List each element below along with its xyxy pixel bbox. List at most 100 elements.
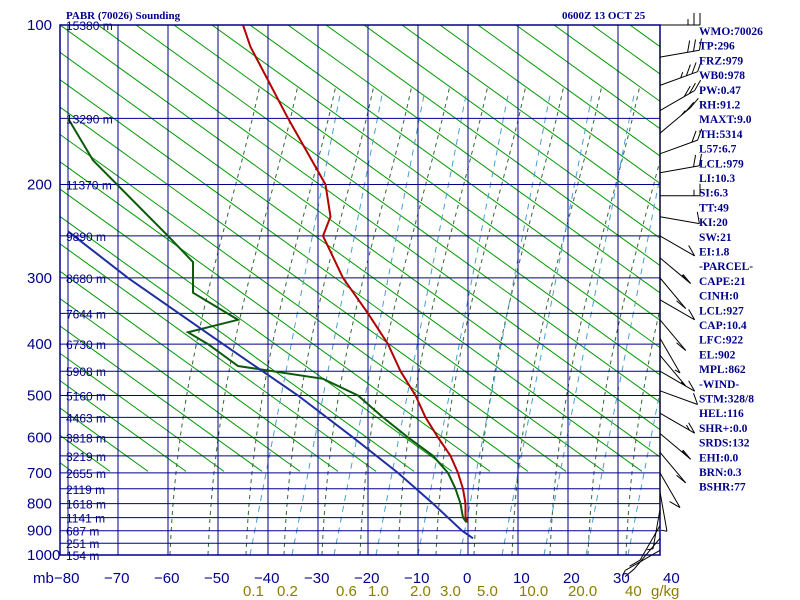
index-entry: LCL:979 (699, 158, 744, 170)
index-entry: EHI:0.0 (699, 452, 739, 464)
wind-barb (659, 491, 668, 532)
wind-barb (624, 537, 661, 578)
mixing-ratio-tick-label: 0.1 (243, 583, 264, 600)
wind-barb (659, 390, 699, 405)
barb-shaft (633, 537, 661, 570)
barb-shaft (659, 491, 668, 532)
pressure-tick-label: 900 (27, 523, 52, 540)
wind-barb (659, 319, 687, 351)
barb-half-flag (674, 369, 681, 374)
index-entry: TH:5314 (699, 129, 743, 141)
barb-flag (676, 342, 687, 351)
barb-shaft (659, 299, 695, 321)
mixing-ratio-tick-label: 2.0 (410, 583, 431, 600)
barb-shaft (659, 370, 695, 392)
barb-half-flag (681, 450, 687, 456)
barb-flag (629, 559, 641, 567)
mixing-ratio-tick-label: 3.0 (440, 583, 461, 600)
wind-barb (629, 525, 661, 567)
pressure-tick-label: 600 (27, 429, 52, 446)
barb-shaft (659, 139, 698, 155)
index-entry: SRDS:132 (699, 438, 750, 450)
index-entry: CAPE:21 (699, 276, 746, 288)
mixing-ratio-tick-label: 5.0 (477, 583, 498, 600)
height-label: 5160 m (66, 389, 106, 403)
temperature-tick-label: −70 (104, 570, 129, 587)
wind-barb (659, 451, 687, 484)
dry-adiabat (60, 106, 567, 472)
mixing-ratio-tick-label: 10.0 (519, 583, 548, 600)
barb-shaft (659, 451, 687, 484)
dry-adiabat (60, 79, 605, 472)
index-entry: MAXT:9.0 (699, 114, 752, 126)
index-entry: KI:20 (699, 217, 728, 229)
height-label: 1141 m (66, 512, 105, 526)
height-label: 2655 m (66, 467, 106, 481)
index-entry: L57:6.7 (699, 144, 737, 156)
dewpoint-profile (67, 117, 468, 523)
index-entry: WB0:978 (699, 70, 745, 82)
index-entry: LFC:922 (699, 335, 743, 347)
height-label: 687 m (66, 525, 99, 539)
barb-half-flag (621, 570, 626, 576)
wind-barb (659, 38, 702, 58)
barb-flag (685, 101, 695, 112)
barb-shaft (659, 71, 698, 86)
barb-shaft (659, 277, 687, 309)
wind-barb (659, 299, 696, 321)
pressure-tick-label: 200 (27, 177, 52, 194)
wind-barb (621, 549, 661, 576)
barb-shaft (652, 509, 661, 549)
index-entry: STM:328/8 (699, 394, 754, 406)
grid-lines (59, 24, 661, 556)
wind-barb (659, 277, 687, 309)
barb-flag (683, 85, 691, 97)
barb-shaft (659, 216, 700, 225)
pressure-tick-label: 500 (27, 387, 52, 404)
wind-barb (659, 472, 681, 508)
index-entry: BSHR:77 (699, 482, 746, 494)
mixing-ratio-line (501, 94, 593, 555)
temperature-tick-label: −40 (254, 570, 279, 587)
dry-adiabat (135, 25, 660, 403)
dry-adiabat (60, 51, 643, 472)
mixing-ratio-line (543, 94, 635, 555)
temperature-tick-label: −80 (54, 570, 79, 587)
barb-flag (696, 211, 700, 224)
barb-flag (688, 245, 696, 257)
time-label: 0600Z 13 OCT 25 (562, 10, 646, 22)
height-label: 13290 m (66, 112, 113, 126)
index-entry: CINH:0 (699, 291, 739, 303)
barb-flag (669, 501, 681, 508)
index-entry: EI:1.8 (699, 247, 730, 259)
barb-shaft (659, 390, 698, 405)
index-entry: HEL:116 (699, 408, 744, 420)
index-entry: -WIND- (699, 379, 739, 391)
wind-barb (659, 60, 703, 86)
temperature-tick-label: 30 (613, 570, 630, 587)
height-label: 8680 m (66, 272, 106, 286)
wind-barb (660, 13, 701, 26)
height-label: 6730 m (66, 338, 106, 352)
barb-flag (692, 39, 697, 52)
index-entry: SHR+:0.0 (699, 423, 748, 435)
barb-flag (693, 393, 699, 405)
barb-shaft (659, 235, 695, 257)
height-label: 11370 m (66, 179, 112, 193)
dry-adiabat (97, 25, 660, 431)
barb-flag (688, 309, 696, 321)
index-entry: TT:49 (699, 202, 729, 214)
barb-flag (698, 153, 702, 166)
index-entry: SW:21 (699, 232, 732, 244)
temperature-tick-label: 40 (663, 570, 680, 587)
barb-shaft (659, 338, 681, 374)
parcel-profile (67, 230, 474, 540)
dry-adiabat (60, 270, 339, 472)
barb-half-flag (681, 110, 686, 116)
mixing-ratio-line (249, 94, 341, 555)
pressure-tick-label: 100 (27, 17, 52, 34)
temperature-tick-label: 20 (563, 570, 580, 587)
dry-adiabat (477, 25, 660, 157)
mixing-ratio-tick-label: 1.0 (368, 583, 389, 600)
